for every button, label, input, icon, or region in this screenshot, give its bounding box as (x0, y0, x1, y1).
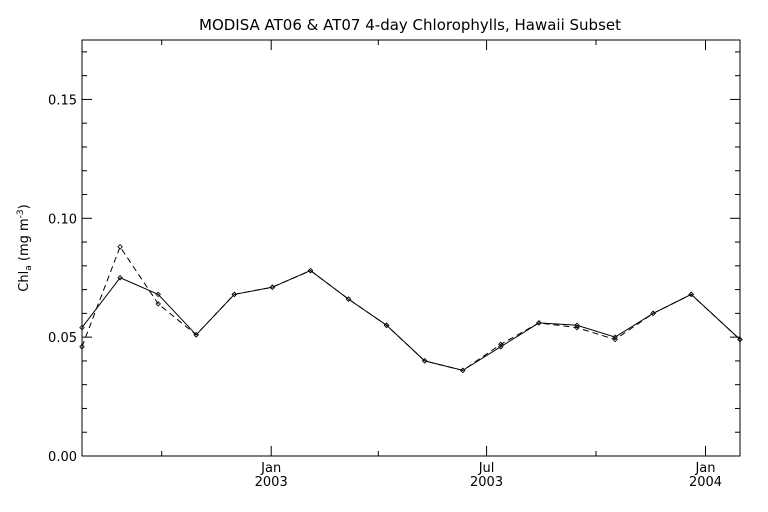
data-point-dashed (155, 301, 161, 307)
plot-frame (81, 39, 741, 457)
data-point-solid (117, 274, 123, 281)
data-point-dashed (269, 284, 276, 290)
y-axis-label: Chla (mg m-3) (16, 204, 34, 291)
data-point-dashed (650, 310, 656, 317)
data-point-dashed (79, 343, 85, 350)
y-tick-label: 0.15 (48, 93, 77, 108)
chart-title: MODISA AT06 & AT07 4-day Chlorophylls, H… (199, 16, 621, 34)
data-point-dashed (737, 336, 743, 343)
series-line-dashed (81, 245, 741, 371)
y-tick-label: 0.05 (48, 331, 77, 346)
data-point-dashed (307, 267, 314, 274)
data-point-dashed (574, 324, 580, 331)
series-layer (79, 244, 743, 374)
y-label-close: ) (17, 204, 32, 209)
x-tick-label-month: Jan (694, 461, 715, 476)
data-point-dashed (231, 291, 238, 298)
data-point-dashed (498, 341, 504, 348)
x-tick-label-year: 2004 (689, 475, 722, 490)
y-label-superscript: -3 (16, 209, 26, 218)
y-label-main: Chl (17, 271, 32, 292)
data-point-dashed (383, 322, 390, 329)
y-axis: 0.00 0.05 0.10 0.15 (48, 51, 740, 465)
x-tick-label-year: 2003 (255, 475, 288, 490)
data-point-dashed (193, 332, 199, 338)
data-point-dashed (421, 358, 428, 364)
x-tick-label-year: 2003 (470, 475, 503, 490)
data-point-solid (79, 324, 85, 331)
series-line-solid (81, 270, 741, 371)
y-label-subscript: a (24, 265, 34, 271)
data-point-dashed (536, 320, 542, 326)
data-point-solid (498, 343, 504, 350)
y-tick-label: 0.00 (48, 450, 77, 465)
data-point-dashed (460, 367, 466, 374)
x-tick-label-month: Jan (260, 461, 281, 476)
y-label-unit: (mg m (17, 218, 32, 265)
data-point-dashed (117, 244, 123, 250)
y-tick-label: 0.10 (48, 212, 77, 227)
data-point-dashed (345, 296, 352, 302)
x-tick-label-month: Jul (478, 461, 495, 476)
data-point-dashed (688, 291, 694, 298)
data-point-dashed (612, 336, 618, 343)
data-point-solid (155, 291, 161, 298)
